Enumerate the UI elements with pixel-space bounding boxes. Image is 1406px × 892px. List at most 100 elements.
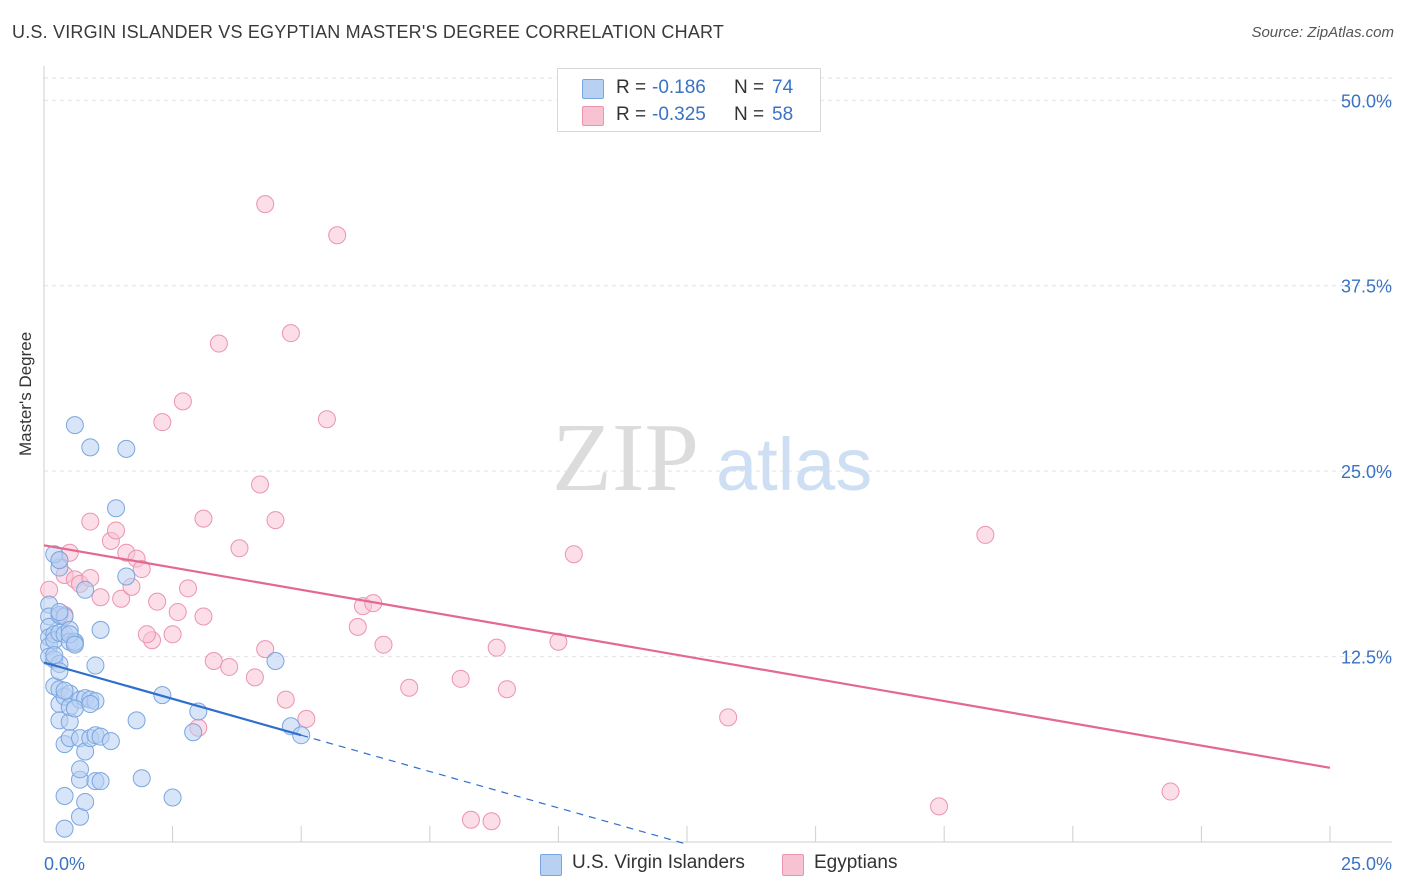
egyptians-point (328, 226, 347, 245)
egyptians-point (256, 640, 275, 659)
bottom-legend-label: U.S. Virgin Islanders (572, 852, 745, 873)
egyptians-point (497, 680, 516, 699)
virgin-islanders-trend-extension (301, 734, 688, 845)
egyptians-point (173, 392, 192, 411)
egyptians-point (400, 678, 419, 697)
legend-r-label: R = (616, 104, 647, 125)
egyptians-point (1161, 782, 1180, 801)
egyptians-point (451, 669, 470, 688)
bottom-legend-label: Egyptians (814, 852, 898, 873)
y-tick-label: 50.0% (1341, 91, 1392, 111)
egyptians-point (179, 579, 198, 598)
egyptians-point (245, 668, 264, 687)
egyptians-point (132, 560, 151, 579)
gridlines (44, 77, 1392, 658)
egyptians-point (719, 708, 738, 727)
egyptians-point (348, 617, 367, 636)
virgin-islanders-point (117, 567, 136, 586)
egyptians-point (153, 413, 172, 432)
egyptians-point (976, 525, 995, 544)
virgin-islanders-point (127, 711, 146, 730)
virgin-islanders-point (101, 732, 120, 751)
legend-swatch-pink (582, 106, 604, 126)
virgin-islanders-point (184, 723, 203, 742)
virgin-islanders-point (50, 551, 69, 570)
virgin-islanders-point (65, 416, 84, 435)
legend-n-label: N = (734, 104, 765, 125)
virgin-islanders-trend-line (43, 661, 302, 737)
legend-n-value: 74 (772, 77, 794, 98)
egyptians-point (112, 589, 131, 608)
egyptians-point (564, 545, 583, 564)
virgin-islanders-point (45, 646, 64, 665)
egyptians-point (487, 638, 506, 657)
egyptians-point (281, 324, 300, 343)
egyptians-point (91, 588, 110, 607)
y-tick-label: 25.0% (1341, 462, 1392, 482)
egyptians-points (40, 195, 1180, 831)
x-tick-label: 0.0% (44, 854, 85, 874)
legend-swatch-blue (582, 79, 604, 99)
egyptians-point (168, 603, 187, 622)
egyptians-point (930, 797, 949, 816)
virgin-islanders-point (91, 772, 110, 791)
egyptians-trend-line (43, 544, 1331, 769)
egyptians-point (137, 625, 156, 644)
egyptians-point (209, 334, 228, 353)
virgin-islanders-point (81, 695, 100, 714)
egyptians-point (297, 709, 316, 728)
correlation-legend: R = -0.186 N = 74 R = -0.325 N = 58 (557, 68, 821, 132)
virgin-islanders-point (50, 603, 69, 622)
watermark-atlas: atlas (716, 423, 872, 506)
axes (43, 66, 1392, 843)
legend-r-value: -0.186 (652, 77, 706, 98)
virgin-islanders-point (132, 769, 151, 788)
bottom-legend-swatch-blue (540, 854, 562, 876)
virgin-islanders-point (117, 439, 136, 458)
egyptians-point (256, 195, 275, 214)
egyptians-point (230, 539, 249, 558)
virgin-islanders-point (76, 580, 95, 599)
virgin-islanders-point (65, 635, 84, 654)
egyptians-point (276, 690, 295, 709)
egyptians-point (220, 657, 239, 676)
virgin-islanders-point (163, 788, 182, 807)
virgin-islanders-point (55, 787, 74, 806)
egyptians-point (148, 592, 167, 611)
egyptians-point (204, 652, 223, 671)
chart-title: U.S. VIRGIN ISLANDER VS EGYPTIAN MASTER'… (12, 22, 725, 42)
tick-labels: 12.5% 25.0% 37.5% 50.0% 0.0% 25.0% (44, 91, 1392, 874)
egyptians-point (374, 635, 393, 654)
y-tick-label: 12.5% (1341, 648, 1392, 668)
virgin-islanders-points (40, 416, 311, 838)
y-axis-label: Master's Degree (16, 331, 35, 456)
egyptians-point (317, 410, 336, 429)
egyptians-point (482, 812, 501, 831)
virgin-islanders-point (107, 499, 126, 518)
watermark: ZIP atlas (552, 404, 872, 512)
x-tick-label: 25.0% (1341, 854, 1392, 874)
virgin-islanders-point (266, 652, 285, 671)
virgin-islanders-point (71, 760, 90, 779)
virgin-islanders-point (76, 792, 95, 811)
virgin-islanders-point (86, 656, 105, 675)
egyptians-point (251, 475, 270, 494)
egyptians-point (266, 511, 285, 530)
egyptians-point (194, 509, 213, 528)
legend-r-value: -0.325 (652, 104, 706, 125)
virgin-islanders-point (55, 819, 74, 838)
trend-lines (43, 544, 1331, 845)
virgin-islanders-point (65, 699, 84, 718)
egyptians-point (163, 625, 182, 644)
legend-n-value: 58 (772, 104, 794, 125)
source-credit: Source: ZipAtlas.com (1251, 24, 1394, 41)
egyptians-point (194, 607, 213, 626)
virgin-islanders-point (91, 620, 110, 639)
legend-n-label: N = (734, 77, 765, 98)
y-tick-label: 37.5% (1341, 277, 1392, 297)
watermark-zip: ZIP (552, 404, 699, 512)
egyptians-point (461, 810, 480, 829)
virgin-islanders-point (81, 438, 100, 457)
egyptians-point (107, 521, 126, 540)
